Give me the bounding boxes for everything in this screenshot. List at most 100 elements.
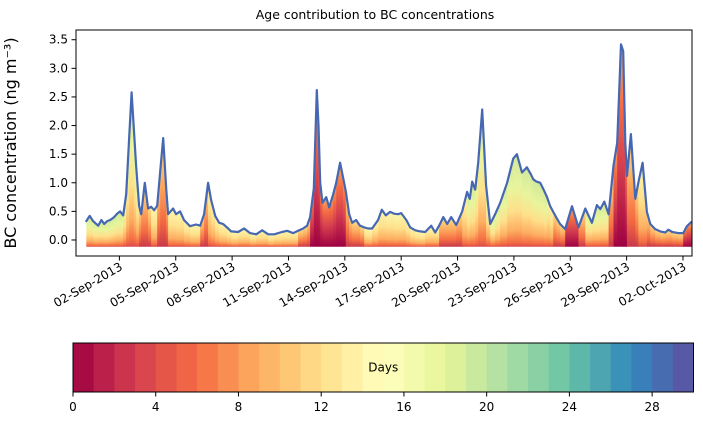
plot-area-border — [75, 29, 693, 257]
colorbar-segment — [631, 343, 653, 392]
age-fill-slice — [540, 182, 544, 247]
age-fill-slice — [516, 154, 523, 247]
colorbar-segment — [135, 343, 157, 392]
age-fill-slice — [196, 224, 201, 247]
age-fill-slice — [553, 211, 558, 247]
colorbar-tick-label: 28 — [644, 400, 659, 414]
age-fill-slice — [613, 142, 618, 247]
age-fill-slice — [120, 211, 124, 247]
age-fill-slice — [326, 197, 330, 247]
age-fill-slice — [410, 227, 416, 247]
age-fill-slice — [123, 194, 127, 247]
y-tick-label: 1.0 — [49, 176, 68, 190]
bc-total-line — [85, 43, 692, 236]
age-fill-slice — [596, 205, 601, 247]
colorbar: Days 0 4 8 12 16 20 24 28 — [69, 342, 694, 414]
age-fill-slice — [101, 220, 105, 247]
age-fill-slice — [168, 208, 174, 247]
age-fill-slice — [148, 206, 152, 247]
colorbar-segment — [362, 343, 384, 392]
age-fill-slice — [660, 231, 666, 247]
age-fill-slice — [154, 205, 158, 247]
age-fill-slice — [533, 179, 537, 247]
age-fill-slice — [530, 174, 534, 247]
colorbar-segment — [176, 343, 198, 392]
colorbar-tick-label: 20 — [479, 400, 494, 414]
age-fill-slice — [385, 211, 391, 247]
age-fill-slice — [462, 191, 468, 247]
age-fill-slice — [472, 181, 476, 247]
age-fill-slice — [646, 211, 651, 247]
age-fill-slice — [287, 230, 294, 247]
age-fill-slice — [522, 167, 528, 247]
colorbar-segment — [672, 343, 694, 392]
colorbar-segment — [321, 343, 343, 392]
age-fill-slice — [550, 205, 554, 247]
colorbar-segment — [569, 343, 591, 392]
age-fill-slice — [322, 197, 327, 247]
colorbar-segment — [383, 343, 405, 392]
age-fill-slice — [683, 226, 688, 247]
age-fill-slice — [665, 229, 669, 247]
age-fill-slice — [655, 229, 661, 247]
age-fill-slice — [678, 233, 684, 247]
colorbar-segment — [652, 343, 674, 392]
y-tick-label: 3.0 — [49, 61, 68, 75]
age-fill-slice — [340, 162, 344, 247]
age-fill-slice — [93, 221, 99, 247]
age-fill-slice — [526, 167, 532, 247]
age-fill-slice — [139, 205, 142, 247]
age-fill-slice — [572, 206, 579, 247]
colorbar-segment — [93, 343, 115, 392]
age-fill-slice — [151, 206, 155, 247]
age-fill-slice — [98, 220, 102, 247]
age-fill-slice — [608, 165, 614, 247]
age-fill-slice — [281, 230, 288, 247]
colorbar-segment — [217, 343, 239, 392]
age-fill-slice — [617, 44, 622, 247]
colorbar-segment — [610, 343, 632, 392]
age-fill-slice — [543, 189, 548, 247]
age-fill-slice — [333, 182, 337, 247]
age-fill-slice — [114, 213, 118, 247]
age-fill-slice — [621, 44, 624, 247]
y-tick-label: 0.0 — [49, 233, 68, 247]
colorbar-segment — [445, 343, 467, 392]
age-fill-slice — [364, 227, 369, 247]
y-tick-label: 2.0 — [49, 119, 68, 133]
age-fill-slice — [356, 220, 361, 247]
age-fill-slice — [467, 191, 471, 247]
age-fill-slice — [238, 228, 245, 247]
age-fill-slice — [250, 233, 257, 247]
age-fill-slice — [293, 230, 299, 247]
age-fill-slice — [184, 220, 191, 247]
colorbar-tick-label: 4 — [152, 400, 160, 414]
age-fill-slice — [141, 182, 146, 247]
age-fill-slice — [578, 208, 586, 247]
age-fill-slice — [89, 215, 94, 247]
age-fill-slice — [104, 221, 108, 247]
age-fill-slice — [600, 201, 605, 247]
age-fill-slice — [536, 181, 541, 247]
colorbar-segment — [548, 343, 570, 392]
age-fill-slice — [360, 225, 365, 247]
age-fill-slice — [513, 154, 518, 247]
age-fill-slice — [390, 211, 395, 247]
age-fill-slice — [173, 208, 177, 247]
colorbar-segment — [507, 343, 529, 392]
age-fill-slice — [190, 224, 197, 247]
age-fill-slice — [585, 208, 593, 247]
colorbar-tick-label: 24 — [562, 400, 577, 414]
y-axis-label: BC concentration (ng m⁻³) — [1, 37, 20, 248]
colorbar-segment — [486, 343, 508, 392]
colorbar-tick-label: 12 — [314, 400, 329, 414]
colorbar-segment — [114, 343, 136, 392]
age-fill-slice — [456, 211, 463, 247]
age-fill-slice — [227, 227, 232, 247]
age-fill-slice — [274, 232, 283, 247]
colorbar-segment — [300, 343, 322, 392]
colorbar-segment — [238, 343, 260, 392]
colorbar-segment — [528, 343, 550, 392]
colorbar-segment — [279, 343, 302, 392]
